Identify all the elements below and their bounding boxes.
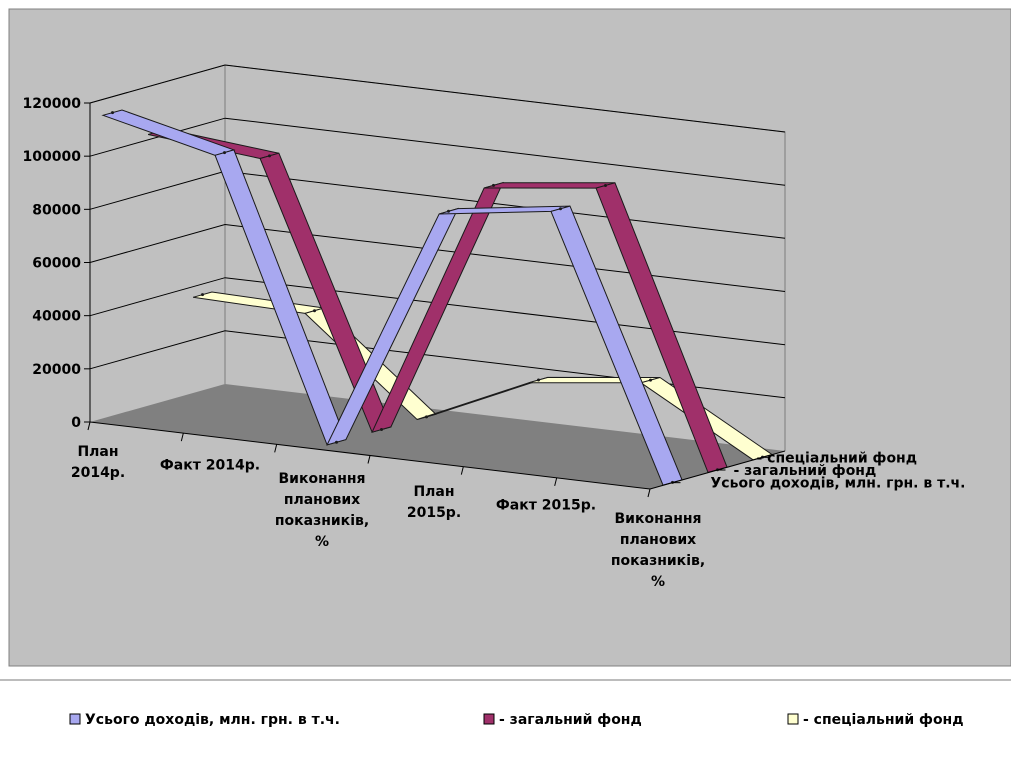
series-ribbon bbox=[101, 109, 683, 486]
data-point bbox=[335, 440, 338, 444]
data-point bbox=[425, 415, 428, 419]
data-point bbox=[223, 151, 226, 155]
x-tick-mark bbox=[554, 477, 558, 486]
data-point bbox=[268, 154, 271, 158]
x-tick-mark bbox=[460, 466, 464, 475]
ribbon-segment bbox=[483, 182, 616, 189]
floor bbox=[90, 384, 785, 489]
x-tick-label: План 2014р. bbox=[71, 444, 125, 481]
x-tick-label-line: 2014р. bbox=[71, 465, 125, 481]
x-tick-mark bbox=[367, 455, 371, 464]
legend-swatch bbox=[483, 713, 495, 725]
x-axis-labels: План 2014р. Факт 2014р. Виконання планових по… bbox=[71, 421, 705, 590]
x-tick-label-line: % bbox=[315, 534, 329, 550]
legend: Усього доходів, млн. грн. в т.ч. - загаль… bbox=[69, 712, 964, 728]
legend-label: - спеціальний фонд bbox=[803, 712, 964, 728]
x-tick-label-line: Виконання bbox=[614, 511, 701, 527]
legend-item: Усього доходів, млн. грн. в т.ч. bbox=[69, 712, 340, 728]
series-label: - загальний фонд bbox=[734, 463, 877, 479]
x-tick-label: Виконання планових показників,% bbox=[275, 471, 369, 550]
data-point bbox=[537, 378, 540, 382]
chart-area bbox=[8, 8, 1011, 667]
y-tick-label: 120000 bbox=[23, 96, 82, 112]
legend-label: Усього доходів, млн. грн. в т.ч. bbox=[85, 712, 340, 728]
data-point bbox=[447, 209, 450, 213]
legend-swatch bbox=[69, 713, 81, 725]
y-tick-label: 20000 bbox=[32, 362, 81, 378]
gridline bbox=[89, 330, 786, 399]
y-tick-label: 100000 bbox=[23, 149, 82, 165]
legend-item: - загальний фонд bbox=[483, 712, 642, 728]
x-tick-label: Виконання планових показників,% bbox=[611, 511, 705, 590]
data-point bbox=[111, 111, 114, 115]
legend-item: - спеціальний фонд bbox=[787, 712, 964, 728]
x-tick-label-line: 2015р. bbox=[407, 505, 461, 521]
gridline bbox=[89, 223, 786, 292]
x-tick-label-line: планових bbox=[620, 532, 696, 548]
x-tick-label-line: показників, bbox=[611, 553, 705, 569]
gridline bbox=[89, 64, 786, 133]
x-tick-label: Факт 2014р. bbox=[160, 457, 260, 473]
x-tick-mark bbox=[647, 488, 651, 498]
data-point bbox=[492, 183, 495, 187]
x-tick-label-line: Виконання bbox=[278, 471, 365, 487]
series-axis-labels: Усього доходів, млн. грн. в т.ч.- загаль… bbox=[649, 450, 966, 492]
data-point bbox=[201, 293, 204, 297]
x-tick-mark bbox=[180, 433, 184, 442]
legend-swatch bbox=[787, 713, 799, 725]
series-label: - спеціальний фонд bbox=[757, 450, 918, 466]
y-tick-label: 60000 bbox=[32, 256, 81, 272]
data-point bbox=[313, 309, 316, 313]
x-tick-label: План 2015р. bbox=[407, 484, 461, 521]
x-tick-label-line: Факт 2015р. bbox=[496, 498, 596, 514]
y-tick-label: 80000 bbox=[32, 202, 81, 218]
x-tick-mark bbox=[87, 421, 91, 431]
data-point bbox=[604, 183, 607, 187]
gridline bbox=[89, 117, 786, 186]
y-axis-ticks: 0 20000 40000 60000 80000 100000 120000 bbox=[23, 96, 91, 431]
x-tick-label-line: планових bbox=[284, 492, 360, 508]
series-ribbon bbox=[147, 128, 728, 474]
series-label: Усього доходів, млн. грн. в т.ч. bbox=[711, 476, 966, 492]
x-tick-mark bbox=[274, 444, 278, 453]
x-tick-label-line: Факт 2014р. bbox=[160, 457, 260, 473]
series-ribbons bbox=[101, 109, 774, 486]
y-tick-label: 40000 bbox=[32, 309, 81, 325]
x-tick-label-line: % bbox=[651, 574, 665, 590]
y-tick-label: 0 bbox=[71, 415, 81, 431]
x-tick-label-line: показників, bbox=[275, 513, 369, 529]
data-point bbox=[559, 207, 562, 211]
data-point bbox=[380, 428, 383, 432]
legend-label: - загальний фонд bbox=[499, 712, 642, 728]
data-point bbox=[649, 378, 652, 382]
x-tick-label-line: План bbox=[77, 444, 118, 460]
x-tick-label: Факт 2015р. bbox=[496, 498, 596, 514]
x-tick-label-line: План bbox=[413, 484, 454, 500]
